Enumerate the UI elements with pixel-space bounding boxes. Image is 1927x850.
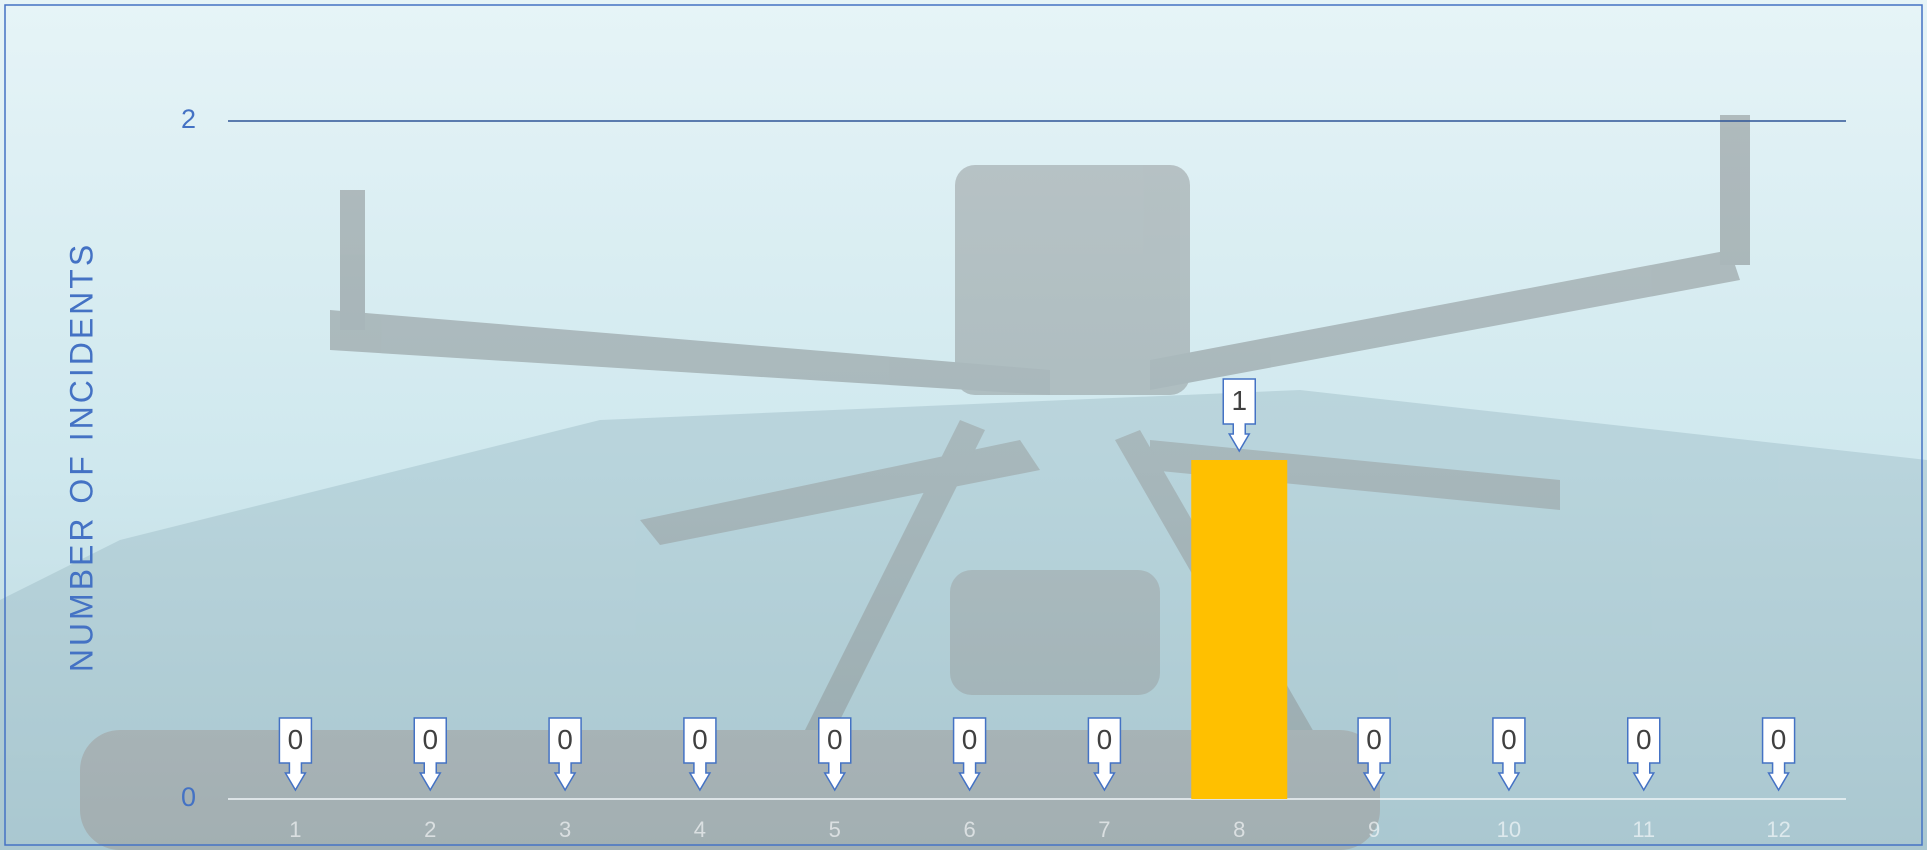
data-label: 0 <box>827 724 843 755</box>
data-label: 0 <box>1366 724 1382 755</box>
x-tick-label: 4 <box>694 817 706 842</box>
y-axis-label: NUMBER OF INCIDENTS <box>63 242 99 672</box>
data-label: 0 <box>288 724 304 755</box>
x-tick-label: 9 <box>1368 817 1380 842</box>
data-label-callout <box>952 717 987 792</box>
data-label: 0 <box>1771 724 1787 755</box>
x-tick-label: 2 <box>424 817 436 842</box>
x-tick-label: 5 <box>829 817 841 842</box>
frame <box>4 4 1923 846</box>
x-tick-label: 3 <box>559 817 571 842</box>
data-label: 0 <box>422 724 438 755</box>
x-tick-label: 6 <box>963 817 975 842</box>
data-label: 0 <box>1636 724 1652 755</box>
data-label-callout <box>548 717 582 792</box>
x-tick-label: 10 <box>1497 817 1521 842</box>
data-label: 0 <box>1501 724 1517 755</box>
y-tick-label: 0 <box>181 782 196 812</box>
x-tick-label: 12 <box>1766 817 1790 842</box>
data-label-callout <box>683 717 717 792</box>
x-tick-label: 11 <box>1632 817 1655 842</box>
data-label-callout <box>278 717 313 792</box>
data-label-callout <box>413 717 447 792</box>
bar <box>1191 460 1288 799</box>
data-label-callout <box>1357 717 1391 792</box>
x-tick-label: 7 <box>1098 817 1110 842</box>
data-label-callout <box>1761 717 1796 792</box>
data-label-callout <box>1087 717 1122 792</box>
data-label-callout <box>1627 717 1661 792</box>
data-label-callout <box>818 717 852 792</box>
x-tick-label: 8 <box>1233 817 1245 842</box>
data-label: 0 <box>1097 724 1113 755</box>
data-label: 0 <box>557 724 573 755</box>
data-label: 0 <box>962 724 978 755</box>
x-tick-label: 1 <box>289 817 301 842</box>
y-tick-label: 2 <box>181 104 196 134</box>
data-label-callout <box>1222 378 1256 453</box>
data-label: 1 <box>1231 385 1247 416</box>
data-label-callout <box>1492 717 1526 792</box>
data-label: 0 <box>692 724 708 755</box>
